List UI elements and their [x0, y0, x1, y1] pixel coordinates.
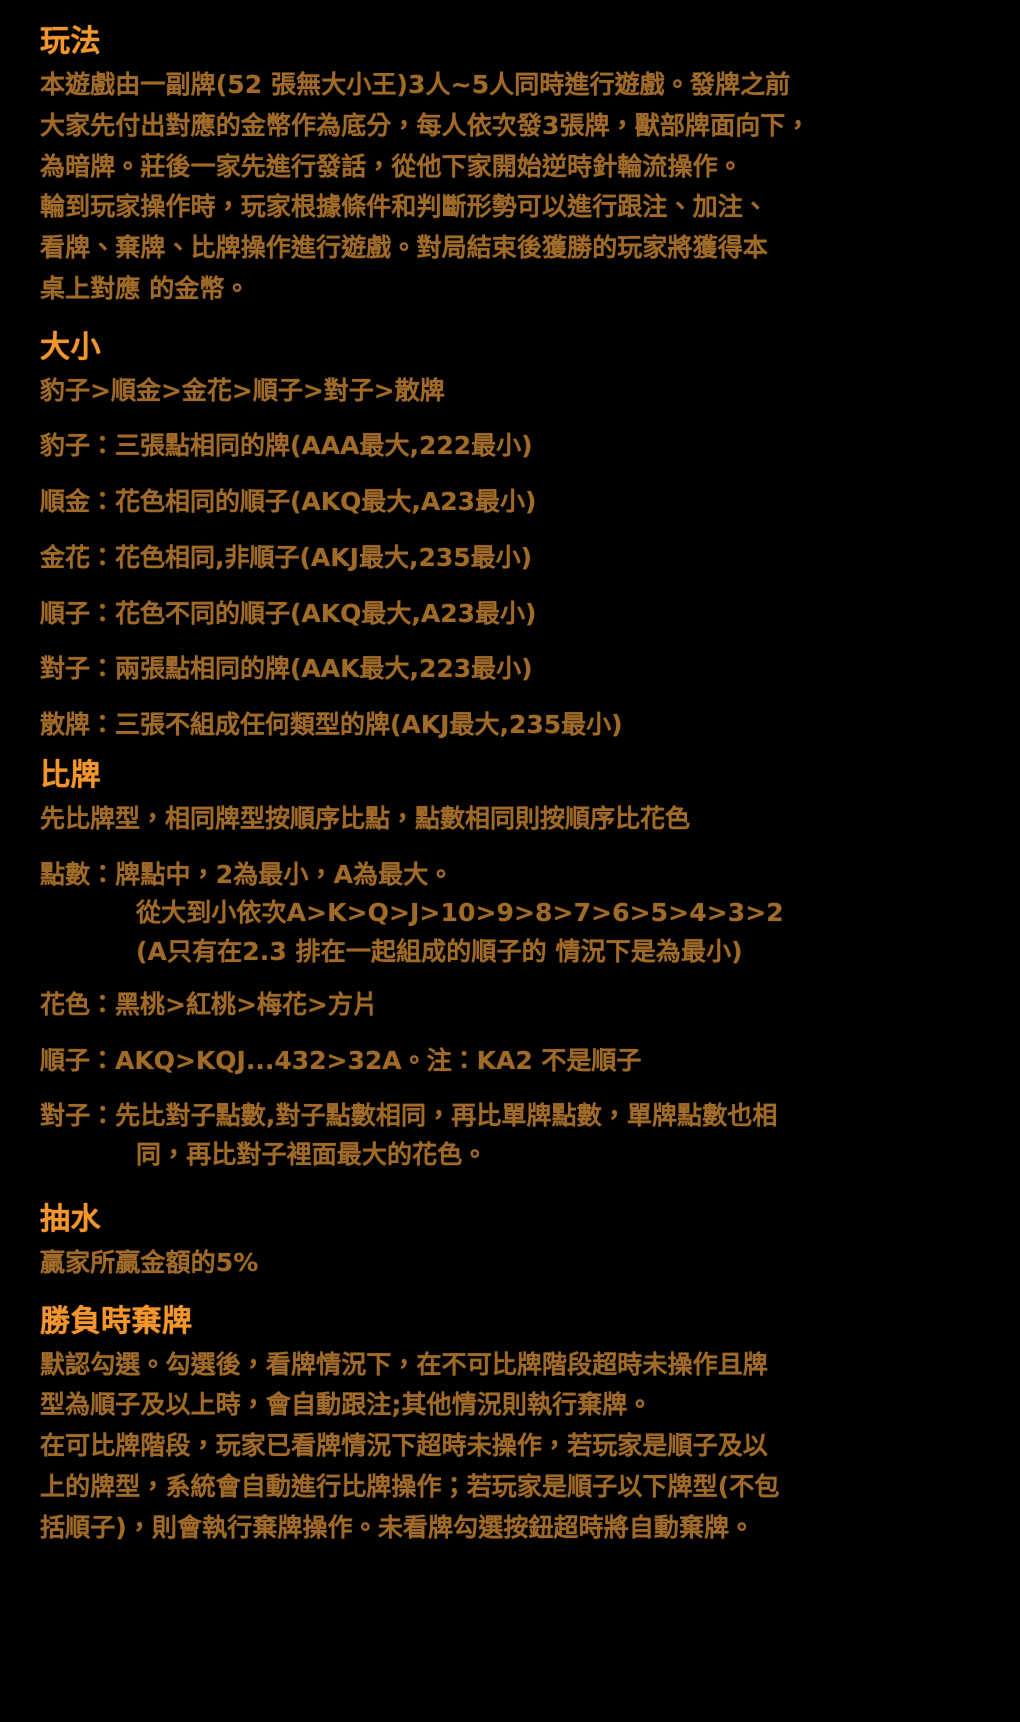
timeout-fold-line-2: 型為順子及以上時，會自動跟注;其他情況則執行棄牌。 [40, 1390, 653, 1420]
spacer-after-compare [40, 1178, 980, 1200]
ranking-def-jinhua: 金花：花色相同,非順子(AKJ最大,235最小) [40, 542, 533, 572]
section-rake: 抽水 贏家所贏金額的5% [40, 1200, 980, 1282]
compare-straight-line: 順子：AKQ>KQJ...432>32A。注：KA2 不是順子 [40, 1045, 642, 1075]
compare-intro-line: 先比牌型，相同牌型按順序比點，點數相同則按順序比花色 [40, 803, 691, 833]
ranking-order-line: 豹子>順金>金花>順子>對子>散牌 [40, 375, 445, 405]
rake-line: 贏家所贏金額的5% [40, 1247, 259, 1277]
compare-points-line-3: (A只有在2.3 排在一起組成的順子的 情況下是為最小) [136, 937, 743, 966]
gameplay-line-2: 大家先付出對應的金幣作為底分，每人依次發3張牌，獸部牌面向下， [40, 110, 811, 140]
ranking-def-sanpai: 散牌：三張不組成任何類型的牌(AKJ最大,235最小) [40, 710, 623, 739]
section-compare: 比牌 先比牌型，相同牌型按順序比點，點數相同則按順序比花色 點數：牌點中，2為最… [40, 756, 980, 1174]
ranking-def-baozi: 豹子：三張點相同的牌(AAA最大,222最小) [40, 431, 533, 461]
timeout-fold-line-3: 在可比牌階段，玩家已看牌情況下超時未操作，若玩家是順子及以 [40, 1431, 768, 1460]
gameplay-line-4: 輪到玩家操作時，玩家根據條件和判斷形勢可以進行跟注、加注、 [40, 192, 768, 222]
section-heading-rake: 抽水 [40, 1201, 101, 1237]
section-heading-gameplay: 玩法 [40, 24, 101, 59]
timeout-fold-line-4: 上的牌型，系統會自動進行比牌操作；若玩家是順子以下牌型(不包 [40, 1471, 780, 1501]
timeout-fold-line-1: 默認勾選。勾選後，看牌情況下，在不可比牌階段超時未操作且牌 [40, 1349, 768, 1379]
gameplay-line-1: 本遊戲由一副牌(52 張無大小王)3人~5人同時進行遊戲。發牌之前 [40, 70, 791, 99]
ranking-def-duizi: 對子：兩張點相同的牌(AAK最大,223最小) [40, 654, 533, 684]
section-gameplay: 玩法 本遊戲由一副牌(52 張無大小王)3人~5人同時進行遊戲。發牌之前 大家先… [40, 22, 980, 308]
section-heading-compare: 比牌 [40, 757, 101, 793]
section-timeout-fold: 勝負時棄牌 默認勾選。勾選後，看牌情況下，在不可比牌階段超時未操作且牌 型為順子… [40, 1302, 980, 1547]
gameplay-line-3: 為暗牌。莊後一家先進行發話，從他下家開始逆時針輪流操作。 [40, 151, 743, 181]
gameplay-line-6: 桌上對應 的金幣。 [40, 273, 250, 303]
compare-pair-line-1: 對子：先比對子點數,對子點數相同，再比單牌點數，單牌點數也相 [40, 1101, 778, 1131]
section-ranking: 大小 豹子>順金>金花>順子>對子>散牌 豹子：三張點相同的牌(AAA最大,22… [40, 328, 980, 744]
spacer-after-ranking [40, 748, 980, 756]
compare-points-line-1: 點數：牌點中，2為最小，A為最大。 [40, 859, 454, 889]
compare-suit-line: 花色：黑桃>紅桃>梅花>方片 [40, 989, 378, 1019]
spacer-after-gameplay [40, 312, 980, 328]
compare-pair-line-2: 同，再比對子裡面最大的花色。 [136, 1140, 488, 1169]
spacer-after-rake [40, 1286, 980, 1302]
ranking-def-shunzi: 順子：花色不同的順子(AKQ最大,A23最小) [40, 598, 537, 628]
section-heading-ranking: 大小 [40, 329, 101, 365]
section-heading-timeout-fold: 勝負時棄牌 [40, 1303, 193, 1339]
ranking-def-shunjin: 順金：花色相同的順子(AKQ最大,A23最小) [40, 487, 537, 516]
timeout-fold-line-5: 括順子)，則會執行棄牌操作。未看牌勾選按鈕超時將自動棄牌。 [40, 1512, 755, 1542]
compare-points-line-2: 從大到小依次A>K>Q>J>10>9>8>7>6>5>4>3>2 [136, 898, 784, 928]
gameplay-line-5: 看牌、棄牌、比牌操作進行遊戲。對局結束後獲勝的玩家將獲得本 [40, 233, 768, 262]
